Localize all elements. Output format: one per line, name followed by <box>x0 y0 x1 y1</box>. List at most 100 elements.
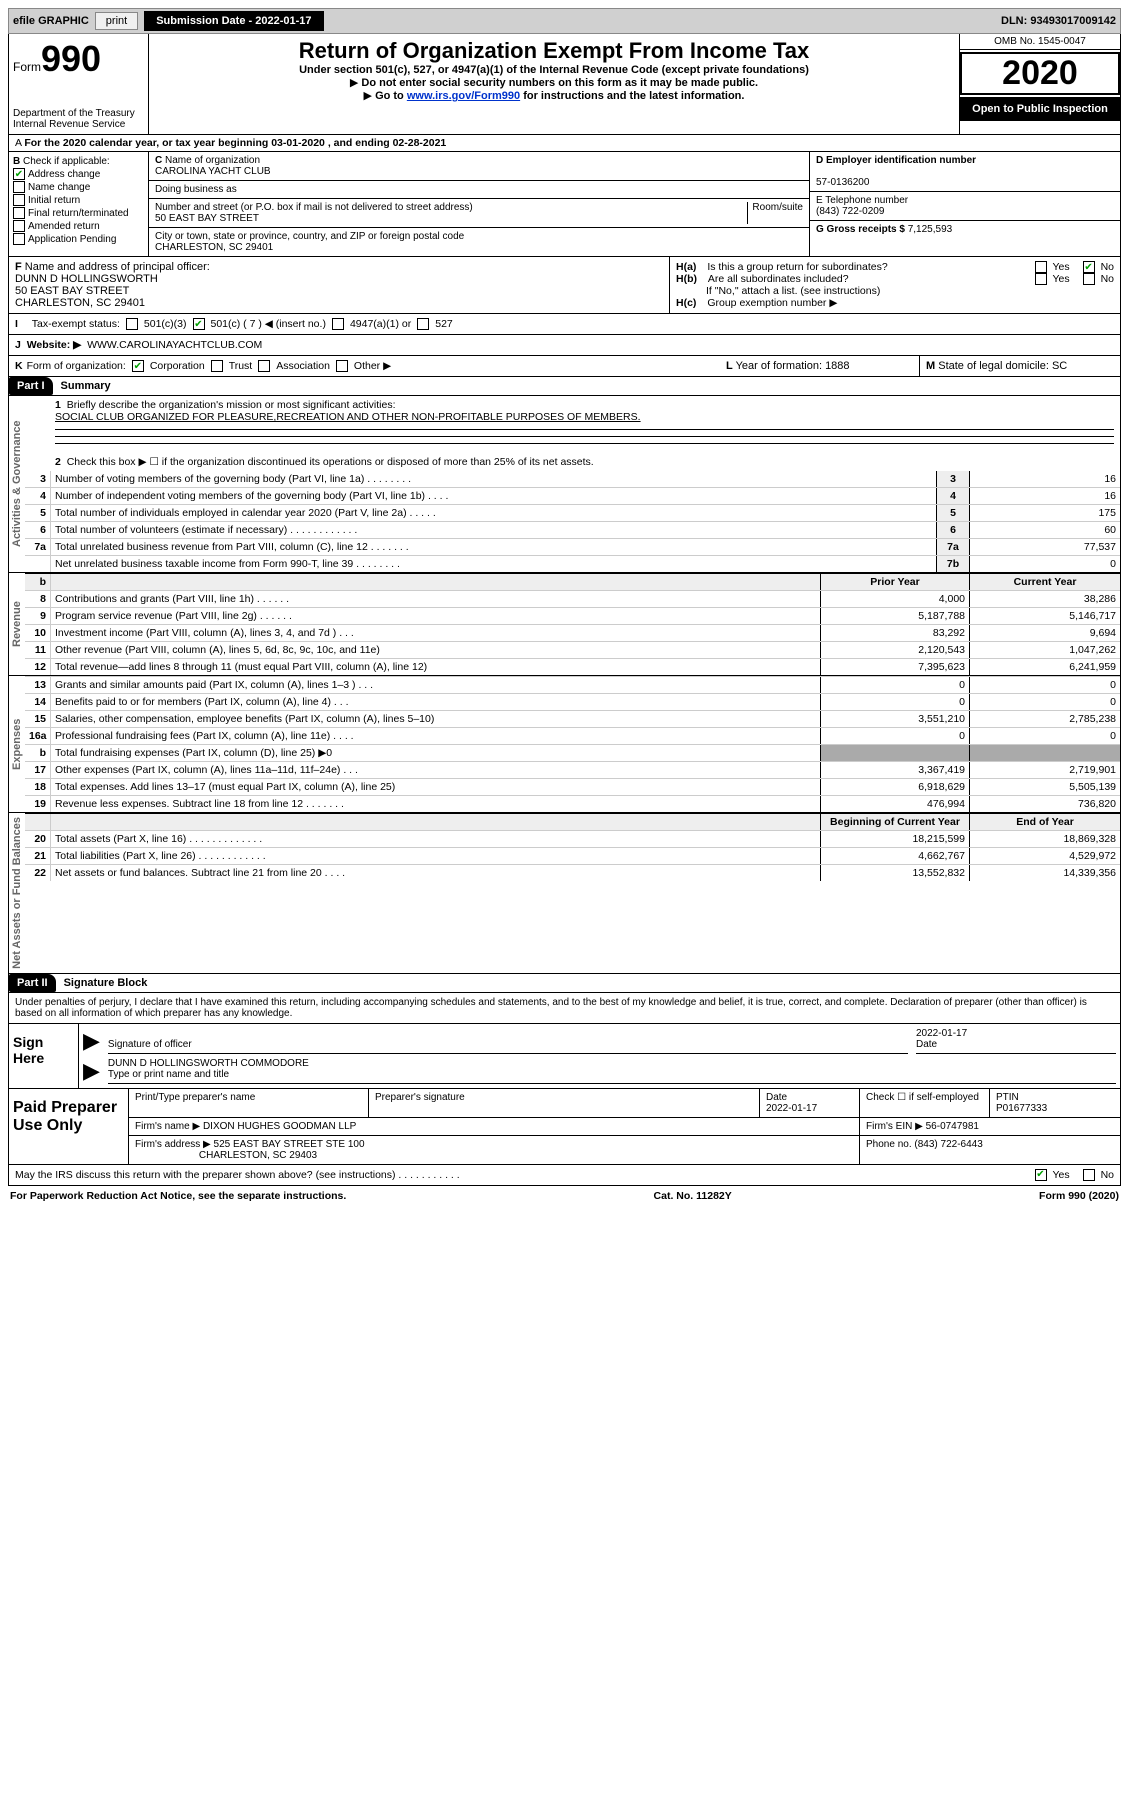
dba-label: Doing business as <box>149 181 809 199</box>
summary-line: 4Number of independent voting members of… <box>25 487 1120 504</box>
omb-number: OMB No. 1545-0047 <box>960 34 1120 50</box>
financial-line: 21Total liabilities (Part X, line 26) . … <box>25 847 1120 864</box>
financial-line: 17Other expenses (Part IX, column (A), l… <box>25 761 1120 778</box>
paid-preparer-area: Paid Preparer Use Only Print/Type prepar… <box>8 1089 1121 1165</box>
netassets-vlabel: Net Assets or Fund Balances <box>9 813 25 973</box>
financial-line: 20Total assets (Part X, line 16) . . . .… <box>25 830 1120 847</box>
ein-value: 57-0136200 <box>816 177 869 188</box>
summary-line: 5Total number of individuals employed in… <box>25 504 1120 521</box>
k-assoc-checkbox[interactable] <box>258 360 270 372</box>
expenses-section: Expenses 13Grants and similar amounts pa… <box>8 676 1121 813</box>
mission-text: SOCIAL CLUB ORGANIZED FOR PLEASURE,RECRE… <box>55 411 641 423</box>
sign-date: 2022-01-17 <box>916 1028 967 1039</box>
room-suite: Room/suite <box>747 202 803 224</box>
officer-name: DUNN D HOLLINGSWORTH <box>15 273 158 285</box>
amended-checkbox[interactable] <box>13 220 25 232</box>
net-header-row: Beginning of Current YearEnd of Year <box>25 813 1120 830</box>
financial-line: 14Benefits paid to or for members (Part … <box>25 693 1120 710</box>
part2-header: Part II Signature Block <box>8 974 1121 993</box>
print-button[interactable]: print <box>95 12 138 30</box>
check-b-col: B Check if applicable: ✔Address change N… <box>9 152 149 256</box>
revenue-vlabel: Revenue <box>9 573 25 675</box>
form-number: 990 <box>41 38 101 79</box>
k-other-checkbox[interactable] <box>336 360 348 372</box>
officer-addr2: CHARLESTON, SC 29401 <box>15 297 145 309</box>
governance-vlabel: Activities & Governance <box>9 396 25 572</box>
financial-line: 11Other revenue (Part VIII, column (A), … <box>25 641 1120 658</box>
status-527-checkbox[interactable] <box>417 318 429 330</box>
hb-note: If "No," attach a list. (see instruction… <box>676 285 1114 297</box>
pending-checkbox[interactable] <box>13 233 25 245</box>
summary-line: 7aTotal unrelated business revenue from … <box>25 538 1120 555</box>
part1-header: Part I Summary <box>8 377 1121 396</box>
financial-line: 22Net assets or fund balances. Subtract … <box>25 864 1120 881</box>
org-info-col: C Name of organizationCAROLINA YACHT CLU… <box>149 152 810 256</box>
ha-yes-checkbox[interactable] <box>1035 261 1047 273</box>
form-subtitle-3: Go to www.irs.gov/Form990 for instructio… <box>153 89 955 102</box>
revenue-section: Revenue bPrior YearCurrent Year 8Contrib… <box>8 573 1121 676</box>
name-change-checkbox[interactable] <box>13 181 25 193</box>
discuss-row: May the IRS discuss this return with the… <box>8 1165 1121 1186</box>
initial-return-checkbox[interactable] <box>13 194 25 206</box>
summary-line: Net unrelated business taxable income fr… <box>25 555 1120 572</box>
year-formation: 1888 <box>825 360 849 372</box>
firm-ein: 56-0747981 <box>926 1121 979 1132</box>
org-address: 50 EAST BAY STREET <box>155 213 259 224</box>
firm-phone: (843) 722-6443 <box>914 1139 982 1150</box>
status-501c3-checkbox[interactable] <box>126 318 138 330</box>
form-subtitle-1: Under section 501(c), 527, or 4947(a)(1)… <box>153 64 955 76</box>
financial-line: 12Total revenue—add lines 8 through 11 (… <box>25 658 1120 675</box>
state-domicile: SC <box>1052 360 1067 372</box>
hb-no-checkbox[interactable] <box>1083 273 1095 285</box>
right-info-col: D Employer identification number57-01362… <box>810 152 1120 256</box>
org-city: CHARLESTON, SC 29401 <box>155 242 273 253</box>
financial-line: 9Program service revenue (Part VIII, lin… <box>25 607 1120 624</box>
financial-line: 8Contributions and grants (Part VIII, li… <box>25 590 1120 607</box>
firm-name: DIXON HUGHES GOODMAN LLP <box>203 1121 356 1132</box>
form-header: Form990 Department of the Treasury Inter… <box>8 34 1121 135</box>
dln-label: DLN: 93493017009142 <box>1001 15 1116 27</box>
meta-section: B Check if applicable: ✔Address change N… <box>8 152 1121 257</box>
financial-line: 16aProfessional fundraising fees (Part I… <box>25 727 1120 744</box>
line2-text: Check this box ▶ ☐ if the organization d… <box>67 456 594 468</box>
financial-line: 18Total expenses. Add lines 13–17 (must … <box>25 778 1120 795</box>
ha-no-checkbox[interactable]: ✔ <box>1083 261 1095 273</box>
k-trust-checkbox[interactable] <box>211 360 223 372</box>
line-a: A For the 2020 calendar year, or tax yea… <box>8 135 1121 152</box>
revenue-header-row: bPrior YearCurrent Year <box>25 573 1120 590</box>
prep-date: 2022-01-17 <box>766 1103 817 1114</box>
expenses-vlabel: Expenses <box>9 676 25 812</box>
status-501c-checkbox[interactable]: ✔ <box>193 318 205 330</box>
financial-line: 19Revenue less expenses. Subtract line 1… <box>25 795 1120 812</box>
top-toolbar: efile GRAPHIC print Submission Date - 20… <box>8 8 1121 34</box>
submission-date: Submission Date - 2022-01-17 <box>144 11 323 31</box>
discuss-no-checkbox[interactable] <box>1083 1169 1095 1181</box>
firm-address: 525 EAST BAY STREET STE 100 <box>214 1139 365 1150</box>
final-return-checkbox[interactable] <box>13 207 25 219</box>
website-row: J Website: ▶ WWW.CAROLINAYACHTCLUB.COM <box>8 335 1121 356</box>
address-change-checkbox[interactable]: ✔ <box>13 168 25 180</box>
k-corp-checkbox[interactable]: ✔ <box>132 360 144 372</box>
form-title: Return of Organization Exempt From Incom… <box>153 38 955 64</box>
summary-line: 6Total number of volunteers (estimate if… <box>25 521 1120 538</box>
summary-line: 3Number of voting members of the governi… <box>25 471 1120 487</box>
financial-line: 13Grants and similar amounts paid (Part … <box>25 676 1120 693</box>
gross-receipts: 7,125,593 <box>908 224 953 235</box>
financial-line: bTotal fundraising expenses (Part IX, co… <box>25 744 1120 761</box>
form-subtitle-2: Do not enter social security numbers on … <box>153 76 955 89</box>
hb-yes-checkbox[interactable] <box>1035 273 1047 285</box>
self-employed-check[interactable]: Check ☐ if self-employed <box>860 1089 990 1117</box>
perjury-text: Under penalties of perjury, I declare th… <box>8 993 1121 1024</box>
phone-value: (843) 722-0209 <box>816 206 884 217</box>
governance-section: Activities & Governance 1 Briefly descri… <box>8 396 1121 573</box>
officer-signature-name: DUNN D HOLLINGSWORTH COMMODORE <box>108 1058 309 1069</box>
discuss-yes-checkbox[interactable]: ✔ <box>1035 1169 1047 1181</box>
financial-line: 10Investment income (Part VIII, column (… <box>25 624 1120 641</box>
irs-link[interactable]: www.irs.gov/Form990 <box>407 90 520 102</box>
status-row: I Tax-exempt status: 501(c)(3) ✔501(c) (… <box>8 314 1121 335</box>
dept-label: Department of the Treasury Internal Reve… <box>13 108 144 130</box>
open-public-badge: Open to Public Inspection <box>960 97 1120 121</box>
hc-label: Group exemption number ▶ <box>707 297 837 309</box>
website-url: WWW.CAROLINAYACHTCLUB.COM <box>87 339 262 351</box>
status-4947-checkbox[interactable] <box>332 318 344 330</box>
